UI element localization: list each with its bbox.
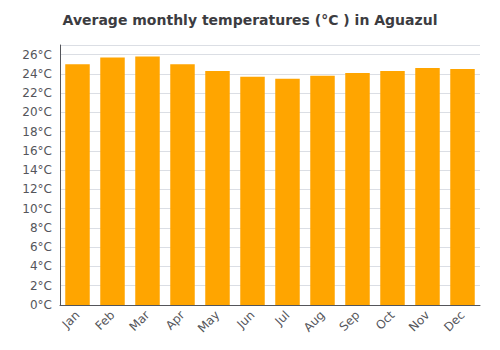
svg-text:Apr: Apr (163, 308, 188, 333)
svg-text:10°C: 10°C (22, 202, 52, 216)
svg-text:8°C: 8°C (30, 221, 52, 235)
svg-text:Mar: Mar (127, 308, 153, 334)
svg-text:20°C: 20°C (22, 105, 52, 119)
svg-text:Nov: Nov (406, 308, 432, 334)
svg-text:12°C: 12°C (22, 182, 52, 196)
svg-text:Jan: Jan (59, 308, 83, 332)
svg-text:16°C: 16°C (22, 144, 52, 158)
svg-text:24°C: 24°C (22, 67, 52, 81)
svg-text:Aug: Aug (301, 308, 327, 334)
svg-text:0°C: 0°C (30, 298, 52, 312)
svg-text:26°C: 26°C (22, 48, 52, 62)
svg-text:4°C: 4°C (30, 259, 52, 273)
svg-text:6°C: 6°C (30, 240, 52, 254)
svg-text:Oct: Oct (373, 308, 398, 333)
svg-text:Sep: Sep (337, 308, 363, 334)
svg-text:Jun: Jun (234, 308, 258, 332)
svg-text:Jul: Jul (272, 308, 293, 329)
svg-text:Average monthly temperatures (: Average monthly temperatures (°C ) in Ag… (63, 12, 438, 28)
svg-text:22°C: 22°C (22, 86, 52, 100)
svg-text:Dec: Dec (441, 308, 467, 334)
svg-text:2°C: 2°C (30, 279, 52, 293)
svg-text:18°C: 18°C (22, 125, 52, 139)
svg-text:May: May (195, 308, 222, 335)
svg-text:14°C: 14°C (22, 163, 52, 177)
svg-text:Feb: Feb (93, 308, 118, 333)
